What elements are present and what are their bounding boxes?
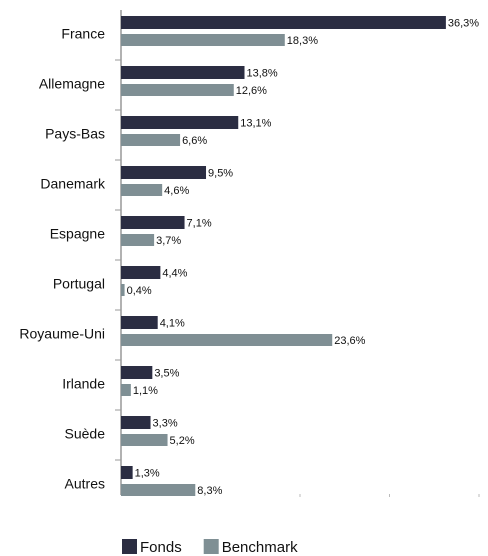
category-label: Irlande [62, 376, 105, 392]
data-label: 36,3% [448, 17, 479, 29]
bar [121, 466, 133, 479]
bar [121, 116, 239, 129]
bar [121, 216, 185, 229]
data-label: 4,6% [164, 185, 189, 197]
bar [121, 16, 446, 29]
data-label: 6,6% [182, 135, 207, 147]
bar [121, 366, 153, 379]
data-label: 13,8% [247, 67, 278, 79]
category-label: Autres [65, 476, 105, 492]
data-label: 1,3% [135, 467, 160, 479]
bar [121, 166, 207, 179]
data-label: 7,1% [187, 217, 212, 229]
data-label: 4,1% [160, 317, 185, 329]
data-label: 3,7% [156, 235, 181, 247]
data-label: 9,5% [208, 167, 233, 179]
legend-label: Fonds [140, 539, 182, 556]
data-label: 1,1% [133, 385, 158, 397]
legend-swatch [122, 539, 137, 554]
category-label: Suède [65, 426, 106, 442]
data-label: 18,3% [287, 35, 318, 47]
bar [121, 234, 155, 246]
legend-label: Benchmark [222, 539, 298, 556]
data-label: 8,3% [197, 485, 222, 497]
bar [121, 484, 196, 496]
legend-swatch [203, 539, 219, 554]
bar [121, 66, 245, 79]
data-label: 3,3% [153, 417, 178, 429]
category-label: Portugal [53, 276, 105, 292]
category-label: Espagne [50, 226, 105, 242]
bar [121, 434, 168, 446]
category-label: Danemark [40, 176, 106, 192]
bar [121, 284, 125, 296]
category-label: France [61, 26, 105, 42]
data-label: 13,1% [240, 117, 271, 129]
data-label: 5,2% [170, 435, 195, 447]
bar [121, 134, 181, 146]
data-label: 12,6% [236, 85, 267, 97]
data-label: 0,4% [127, 285, 152, 297]
data-label: 23,6% [334, 335, 365, 347]
category-label: Royaume-Uni [19, 326, 105, 342]
data-label: 4,4% [162, 267, 187, 279]
bar [121, 184, 163, 196]
bar [121, 416, 151, 429]
category-label: Allemagne [39, 76, 105, 92]
bar [121, 84, 234, 96]
bar [121, 266, 161, 279]
bar [121, 316, 158, 329]
bar [121, 384, 131, 396]
bar [121, 34, 285, 46]
data-label: 3,5% [154, 367, 179, 379]
category-label: Pays-Bas [45, 126, 105, 142]
bar [121, 334, 333, 346]
